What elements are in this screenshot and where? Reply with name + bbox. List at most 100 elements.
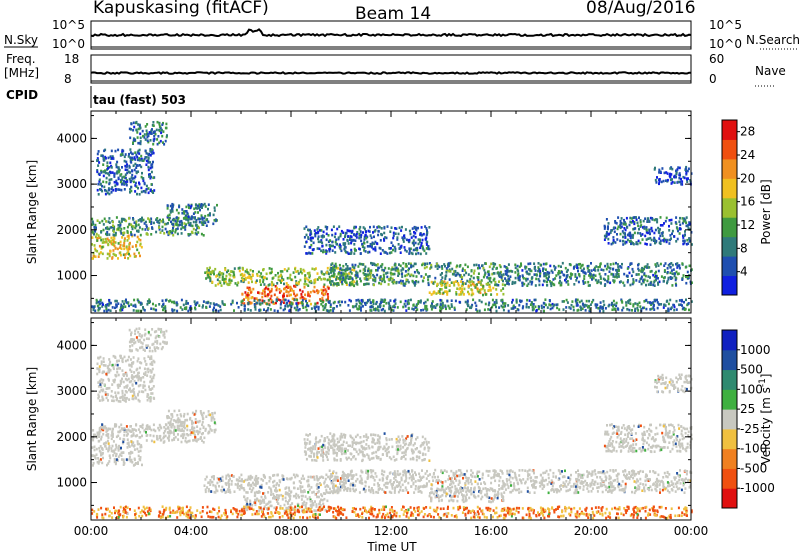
data-cell [397,269,400,273]
data-cell [165,122,168,126]
data-cell [382,273,385,277]
data-cell [187,440,190,443]
data-cell [624,223,627,226]
data-cell [286,276,289,280]
data-cell [548,280,551,283]
data-cell [144,156,147,159]
data-cell [141,227,144,231]
data-cell [444,264,446,268]
data-cell [264,294,267,298]
data-cell [457,283,460,287]
data-cell [249,291,252,294]
data-cell [443,290,446,293]
data-cell [555,274,558,277]
data-cell [436,303,439,306]
data-cell [495,301,498,305]
data-cell [122,231,125,235]
data-cell [313,281,316,285]
data-cell [364,233,367,237]
data-cell [128,458,131,461]
data-cell [108,367,111,371]
data-cell [128,388,130,392]
data-cell [548,299,551,303]
data-cell [225,274,228,278]
data-cell [678,266,681,270]
data-cell [350,241,353,245]
data-cell [109,250,112,253]
data-cell [138,181,140,185]
data-cell [99,251,102,254]
data-cell [548,303,551,306]
data-cell [514,271,517,274]
data-cell [288,276,291,280]
data-cell [143,367,146,371]
data-cell [142,376,145,379]
data-cell [421,238,424,242]
data-cell [478,299,481,302]
data-cell [602,277,605,281]
data-cell [162,218,164,222]
data-cell [341,300,343,304]
data-cell [123,182,125,185]
data-cell [144,228,147,231]
data-cell [149,399,152,403]
data-cell [121,369,124,372]
data-cell [165,329,168,333]
data-cell [193,207,196,211]
data-cell [484,293,487,296]
data-cell [95,453,98,456]
data-cell [240,280,243,283]
data-cell [612,279,615,282]
data-cell [129,254,132,258]
data-cell [102,163,105,166]
data-cell [148,175,151,178]
data-cell [444,286,446,289]
data-cell [112,230,115,233]
data-cell [294,294,297,298]
data-cell [412,274,415,278]
data-cell [497,274,500,277]
data-cell [98,306,101,310]
data-cell [230,474,233,477]
data-cell [287,284,290,287]
data-cell [139,458,142,462]
data-cell [114,187,117,191]
data-cell [350,250,353,254]
data-cell [620,225,623,229]
data-cell [669,276,672,279]
data-cell [365,236,368,240]
data-cell [193,429,196,433]
data-cell [456,280,459,283]
data-cell [370,271,373,275]
data-cell [641,266,644,270]
data-cell [128,304,130,308]
data-cell [97,255,100,258]
data-cell [137,219,140,222]
data-cell [146,303,149,306]
data-cell [367,251,370,254]
data-cell [347,235,350,238]
data-cell [511,301,513,304]
data-cell [210,270,213,274]
data-cell [379,276,382,279]
data-cell [678,303,681,307]
data-cell [393,280,396,284]
data-cell [135,309,138,313]
data-cell [527,268,530,271]
data-cell [297,301,300,305]
data-cell [207,220,210,224]
data-cell [436,284,438,288]
data-cell [210,429,213,432]
data-cell [524,265,527,269]
data-cell [123,399,126,402]
data-cell [176,303,179,306]
data-cell [102,228,105,232]
data-cell [374,240,377,244]
data-cell [284,487,287,490]
data-cell [144,349,146,352]
data-cell [138,400,141,403]
data-cell [272,283,275,287]
data-cell [108,178,111,182]
data-cell [102,238,105,241]
data-cell [678,166,681,170]
